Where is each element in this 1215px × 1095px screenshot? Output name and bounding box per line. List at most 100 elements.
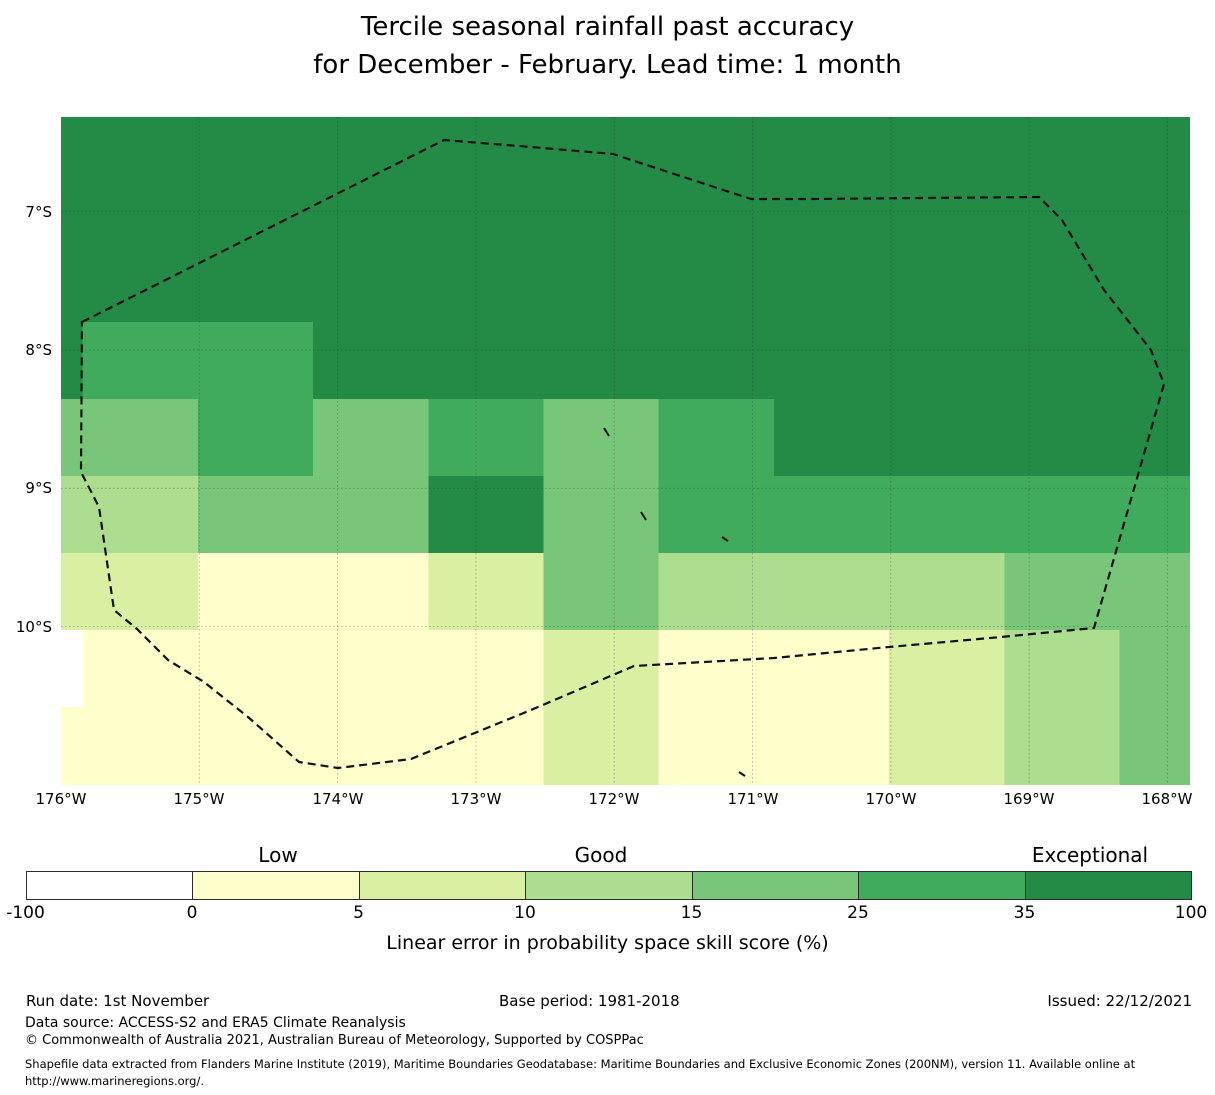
map-cell	[313, 399, 429, 476]
map-cell	[773, 399, 890, 476]
map-cell	[1119, 553, 1190, 630]
map-cell	[82, 245, 198, 322]
colorbar-caption: Linear error in probability space skill …	[386, 932, 829, 954]
colorbar-segment	[691, 871, 859, 900]
map-cell	[61, 553, 83, 630]
map-cell	[658, 168, 774, 245]
map-cell	[773, 553, 890, 630]
map-cell	[82, 553, 198, 630]
map-cell	[428, 707, 544, 785]
colorbar-segment	[858, 871, 1026, 900]
latitude-tick-label: 9°S	[25, 479, 52, 497]
map-cell	[1004, 476, 1120, 553]
map-cell	[61, 630, 83, 707]
longitude-tick-label: 171°W	[727, 790, 779, 808]
map-cell	[658, 245, 774, 322]
map-cell	[773, 630, 890, 707]
map-cell	[82, 630, 198, 707]
colorbar-tick-label: 100	[1174, 903, 1208, 923]
map-cell	[82, 476, 198, 553]
island-mark	[640, 511, 647, 521]
issued-date-text: Issued: 22/12/2021	[1047, 992, 1192, 1010]
map-cell	[543, 399, 659, 476]
longitude-tick-label: 170°W	[865, 790, 917, 808]
map-cell	[197, 245, 314, 322]
map-cell	[658, 117, 774, 168]
colorbar-tick-label: 0	[186, 903, 198, 923]
map-cell	[61, 476, 83, 553]
map-cell	[61, 707, 83, 785]
map-cell	[543, 322, 659, 399]
map-cell	[1119, 399, 1190, 476]
map-cell	[1119, 245, 1190, 322]
map-cell	[313, 117, 429, 168]
map-cell	[1004, 707, 1120, 785]
island-mark	[721, 536, 729, 542]
map-cell	[313, 245, 429, 322]
longitude-tick-label: 174°W	[312, 790, 364, 808]
longitude-tick-label: 175°W	[173, 790, 225, 808]
map-cell	[82, 322, 198, 399]
map-cell	[61, 245, 83, 322]
map-cell	[889, 399, 1005, 476]
colorbar-tick-label: 10	[514, 903, 536, 923]
chart-title-line2: for December - February. Lead time: 1 mo…	[313, 50, 902, 80]
chart-title: Tercile seasonal rainfall past accuracy …	[0, 8, 1215, 84]
colorbar-class-label: Good	[574, 843, 628, 867]
colorbar-tick-label: 15	[680, 903, 703, 923]
map-cell	[658, 553, 774, 630]
map-cell	[543, 245, 659, 322]
map-cell	[1119, 168, 1190, 245]
map-cell	[197, 630, 314, 707]
map-cell	[428, 553, 544, 630]
map-area	[61, 117, 1190, 785]
map-cell	[543, 707, 659, 785]
map-cell	[197, 553, 314, 630]
map-cell	[313, 322, 429, 399]
map-cell	[82, 707, 198, 785]
map-cell	[428, 399, 544, 476]
map-cell	[1004, 553, 1120, 630]
map-cell	[773, 245, 890, 322]
map-cell	[313, 476, 429, 553]
map-cell	[61, 399, 83, 476]
longitude-tick-label: 176°W	[35, 790, 87, 808]
map-cell	[543, 168, 659, 245]
run-date-text: Run date: 1st November	[26, 992, 210, 1010]
map-cell	[428, 322, 544, 399]
map-cell	[889, 553, 1005, 630]
map-cell	[1004, 399, 1120, 476]
map-cell	[889, 322, 1005, 399]
map-cell	[197, 399, 314, 476]
map-cell	[658, 707, 774, 785]
map-cell	[1004, 117, 1120, 168]
colorbar-tick-label: 25	[847, 903, 869, 923]
map-cell	[313, 168, 429, 245]
colorbar-tick-label: 35	[1013, 903, 1036, 923]
map-cell	[1119, 117, 1190, 168]
map-cell	[773, 322, 890, 399]
map-cell	[197, 117, 314, 168]
chart-title-line1: Tercile seasonal rainfall past accuracy	[360, 12, 855, 42]
map-cell	[313, 553, 429, 630]
map-cell	[1119, 476, 1190, 553]
shapefile-url-text: http://www.marineregions.org/.	[25, 1074, 204, 1088]
eez-boundary	[79, 138, 1166, 770]
map-cell	[82, 399, 198, 476]
map-cell	[889, 707, 1005, 785]
map-cell	[1119, 630, 1190, 707]
map-cell	[61, 322, 83, 399]
map-cell	[773, 476, 890, 553]
data-source-text: Data source: ACCESS-S2 and ERA5 Climate …	[25, 1015, 406, 1031]
map-cell	[61, 168, 83, 245]
map-cell	[428, 168, 544, 245]
map-cell	[543, 117, 659, 168]
map-cell	[1004, 322, 1120, 399]
map-cell	[889, 117, 1005, 168]
map-cell	[197, 322, 314, 399]
map-cell	[428, 245, 544, 322]
map-cell	[773, 168, 890, 245]
map-cell	[1119, 707, 1190, 785]
shapefile-attribution-text: Shapefile data extracted from Flanders M…	[25, 1057, 1136, 1071]
map-cell	[197, 707, 314, 785]
